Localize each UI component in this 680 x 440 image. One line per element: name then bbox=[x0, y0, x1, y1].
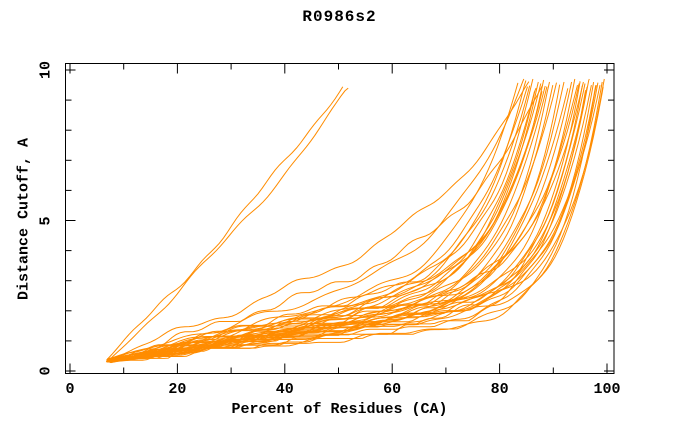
x-tick-label: 60 bbox=[383, 381, 402, 398]
x-tick-label: 40 bbox=[275, 381, 294, 398]
x-tick-label: 80 bbox=[490, 381, 509, 398]
model-curve bbox=[106, 82, 519, 363]
model-curve bbox=[108, 81, 603, 361]
model-curve bbox=[110, 84, 592, 363]
chart-title: R0986s2 bbox=[302, 8, 377, 26]
x-tick-label: 100 bbox=[593, 381, 621, 398]
model-curve bbox=[109, 84, 578, 363]
x-axis-label: Percent of Residues (CA) bbox=[231, 401, 448, 418]
model-curve bbox=[108, 90, 586, 363]
model-curve bbox=[108, 87, 349, 361]
y-tick-label: 10 bbox=[37, 60, 55, 80]
x-tick-label: 0 bbox=[65, 381, 75, 398]
model-curve bbox=[107, 81, 584, 362]
plot-frame bbox=[65, 63, 615, 374]
y-tick-label: 0 bbox=[37, 366, 55, 376]
model-curve bbox=[108, 86, 588, 363]
y-tick-label: 5 bbox=[37, 215, 55, 226]
model-curve bbox=[107, 84, 601, 362]
model-curve bbox=[107, 86, 344, 360]
model-curve bbox=[107, 84, 544, 361]
model-curve bbox=[109, 82, 599, 361]
model-curve bbox=[108, 79, 545, 360]
model-curve bbox=[108, 86, 604, 361]
model-curve bbox=[107, 81, 530, 360]
x-tick-label: 20 bbox=[168, 381, 187, 398]
y-axis-label: Distance Cutoff, A bbox=[15, 137, 33, 301]
model-curve bbox=[107, 81, 573, 363]
model-curve bbox=[110, 78, 525, 360]
